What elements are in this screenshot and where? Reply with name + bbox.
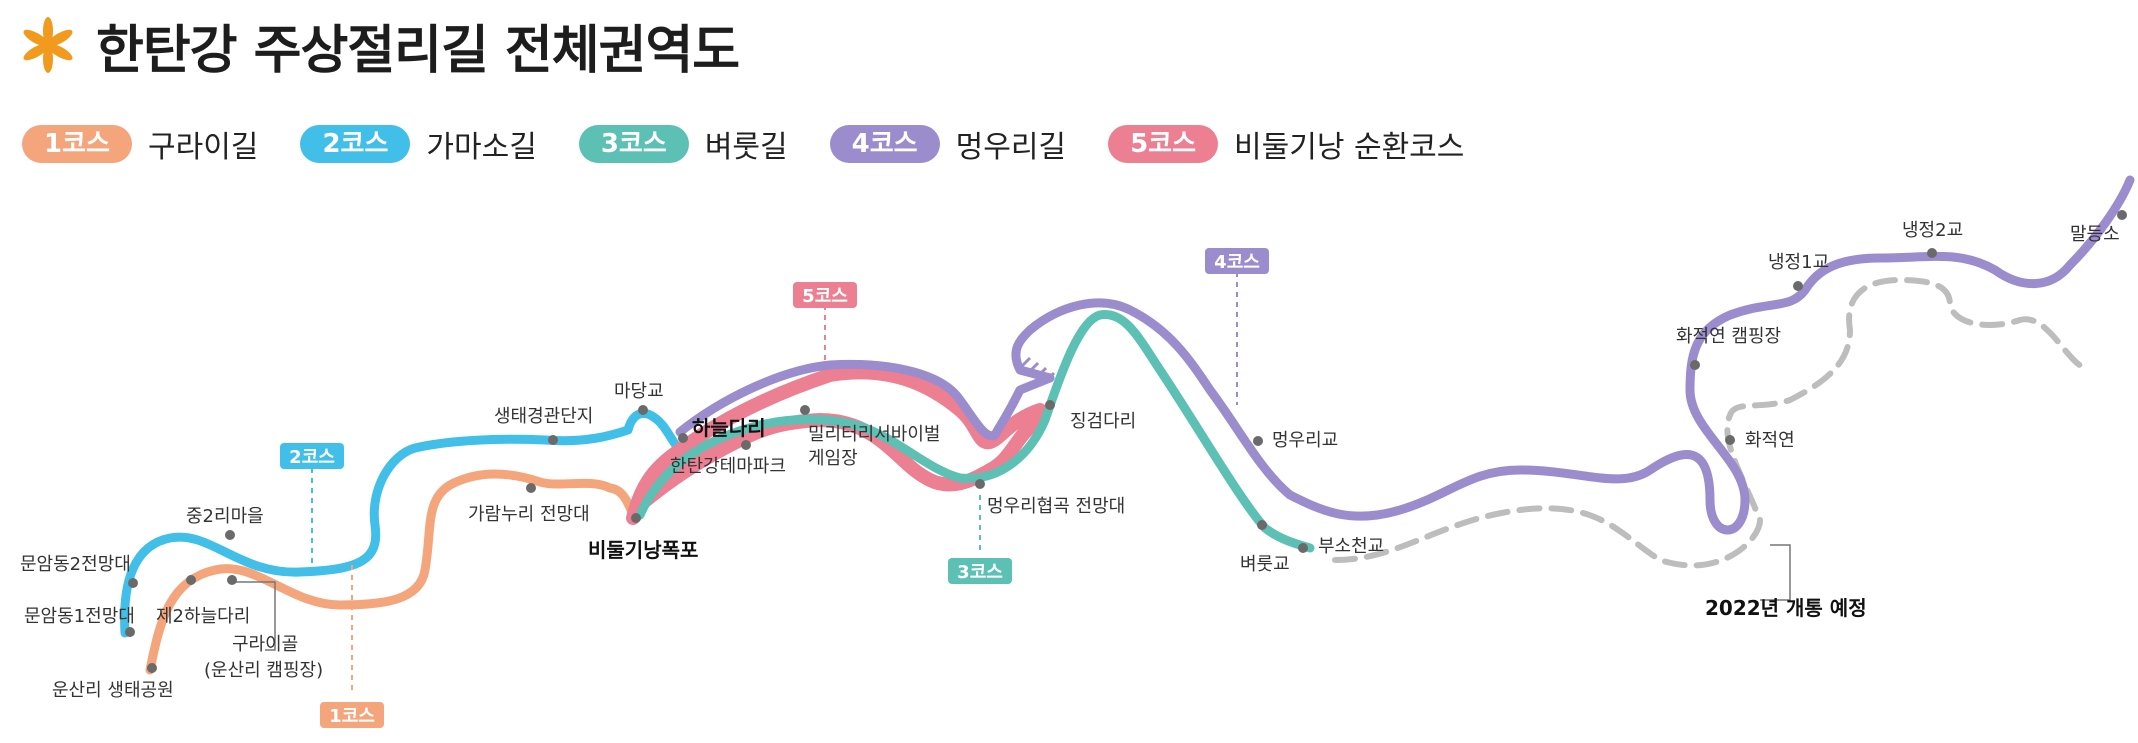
label-naengjeong2: 냉정2교: [1902, 220, 1963, 241]
label-buso-gyo: 부소천교: [1318, 536, 1384, 557]
legend-item-course1[interactable]: 1코스 구라이길: [22, 122, 258, 166]
label-unsanri-park: 운산리 생태공원: [52, 680, 174, 701]
label-meonguri-gyo: 멍우리교: [1272, 430, 1338, 451]
label-haneuldari: 하늘다리: [692, 416, 766, 440]
legend-item-course4[interactable]: 4코스 멍우리길: [829, 122, 1067, 166]
course4-route: [675, 175, 2135, 535]
label-maldeungso: 말등소: [2070, 224, 2120, 245]
guraigol-leader: [230, 581, 276, 651]
course5-route: [626, 365, 1047, 525]
label-naengjeong1: 냉정1교: [1768, 252, 1829, 273]
label-madanggyo: 마당교: [614, 381, 664, 402]
course1-route: [145, 469, 640, 675]
orange-asterisk-icon: [23, 17, 73, 73]
course3-tag: 3코스: [948, 558, 1012, 584]
course1-badge: 1코스: [22, 125, 132, 163]
course2-tag: 2코스: [280, 443, 344, 469]
svg-text:3코스: 3코스: [957, 562, 1003, 583]
course1-tag: 1코스: [320, 702, 384, 728]
course2-route: [120, 408, 683, 638]
legend-item-course2[interactable]: 2코스 가마소길: [300, 122, 537, 166]
legend-item-course3[interactable]: 3코스 벼룻길: [578, 122, 788, 166]
label-munamdong2: 문암동2전망대: [20, 554, 131, 575]
course5-name: 비둘기낭 순환코스: [1234, 130, 1465, 165]
course3-route: [635, 310, 1315, 553]
label-bidulginang: 비둘기낭폭포: [588, 538, 698, 562]
trail-map: 1코스 2코스 3코스 4코스 5코스: [20, 175, 2135, 728]
label-guraigol: 구라이골: [232, 634, 298, 655]
label-garamnuri: 가람누리 전망대: [468, 504, 590, 525]
course4-name: 멍우리길: [955, 130, 1067, 165]
label-unsanri-camp: (운산리 캠핑장): [204, 660, 323, 681]
label-military1: 밀리터리서바이벌: [808, 424, 940, 445]
course3-badge: 3코스: [578, 125, 689, 163]
label-meonguri-view: 멍우리협곡 전망대: [987, 496, 1125, 517]
label-jinggeomdari: 징검다리: [1070, 411, 1136, 432]
svg-text:5코스: 5코스: [802, 286, 848, 307]
course-legend: 1코스 구라이길 2코스 가마소길 3코스 벼룻길 4코스 멍우리길 5코스 비…: [22, 122, 1506, 166]
label-je2-haneuldari: 제2하늘다리: [156, 606, 250, 627]
course5-badge: 5코스: [1108, 125, 1219, 163]
label-saengtae: 생태경관단지: [494, 406, 593, 427]
label-hwajeok: 화적연: [1745, 430, 1795, 451]
page-title: 한탄강 주상절리길 전체권역도: [96, 20, 740, 81]
course4-badge: 4코스: [829, 125, 940, 163]
svg-text:2코스: 2코스: [289, 447, 335, 468]
course2-badge: 2코스: [300, 125, 411, 163]
label-planned-2022: 2022년 개통 예정: [1705, 596, 1867, 620]
course3-name: 벼룻길: [704, 130, 788, 165]
map-markers: [125, 210, 2127, 673]
course2-name: 가마소길: [426, 130, 537, 165]
label-byeorut-gyo: 벼룻교: [1240, 554, 1290, 575]
title-row: 한탄강 주상절리길 전체권역도: [20, 8, 740, 82]
svg-text:1코스: 1코스: [329, 706, 375, 727]
svg-text:4코스: 4코스: [1214, 252, 1260, 273]
label-theme-park: 한탄강테마파크: [670, 456, 786, 477]
label-military2: 게임장: [808, 448, 858, 469]
course1-name: 구라이길: [148, 130, 259, 165]
label-jung2ri: 중2리마을: [186, 506, 264, 527]
planned-route-main: [1332, 276, 2093, 569]
legend-item-course5[interactable]: 5코스 비둘기낭 순환코스: [1108, 122, 1464, 166]
planned-leader: [1760, 544, 1791, 601]
course5-tag: 5코스: [793, 282, 857, 308]
course4-tag: 4코스: [1205, 248, 1269, 274]
label-munamdong1: 문암동1전망대: [24, 606, 135, 627]
bridge-hatch: [1020, 356, 1056, 383]
label-hwajeok-camp: 화적연 캠핑장: [1676, 326, 1781, 347]
